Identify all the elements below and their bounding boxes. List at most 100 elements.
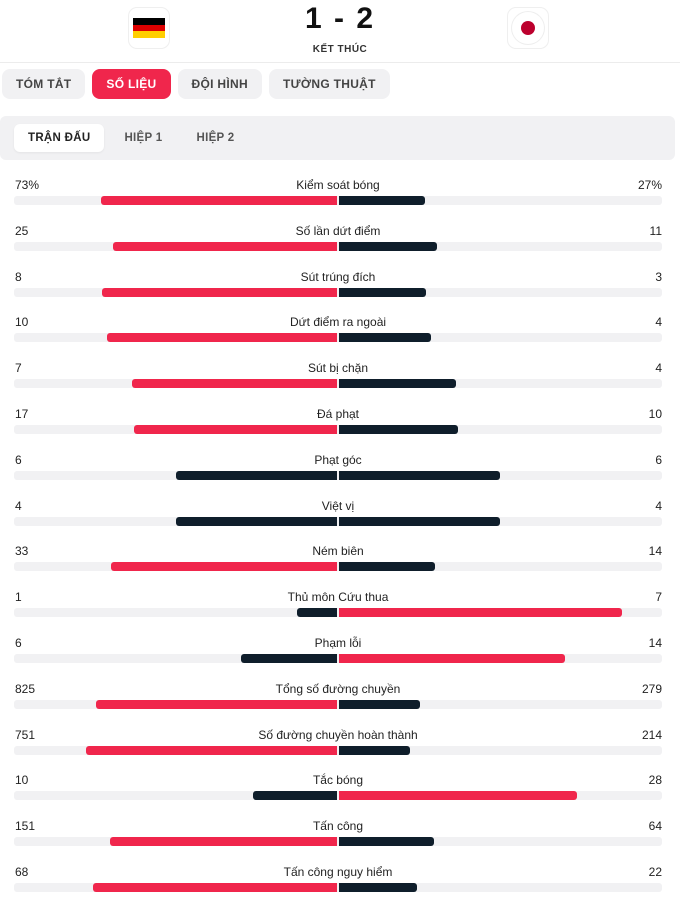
stat-row: 33 Ném biên 14	[0, 538, 680, 584]
stat-bar-away	[339, 653, 565, 663]
stat-bar-away	[339, 333, 431, 343]
stat-row: 7 Sút bị chặn 4	[0, 355, 680, 401]
japan-flag-icon	[512, 12, 544, 44]
stat-away-value: 4	[655, 498, 662, 513]
stat-bar-away	[339, 608, 622, 618]
stat-away-value: 10	[648, 406, 662, 421]
stat-bar-home	[102, 287, 337, 297]
stat-bar-away	[339, 379, 456, 389]
stat-label: Sút bị chặn	[307, 361, 369, 376]
stat-bar-home	[113, 241, 337, 251]
stat-bar-away	[339, 699, 420, 709]
stat-home-value: 4	[15, 498, 22, 513]
stat-home-value: 73%	[15, 178, 40, 192]
stat-row: 68 Tấn công nguy hiểm 22	[0, 859, 680, 905]
stat-label: Đá phạt	[316, 406, 360, 421]
stat-away-value: 3	[655, 269, 662, 284]
germany-flag-icon	[133, 18, 165, 39]
stat-home-value: 17	[15, 406, 29, 421]
stat-label: Việt vị	[321, 498, 355, 513]
home-team-flag[interactable]	[129, 8, 169, 48]
stat-bar-away	[339, 882, 417, 892]
stat-bar-away	[339, 516, 500, 526]
stat-bar-track	[14, 653, 662, 663]
stat-home-value: 751	[15, 727, 36, 742]
stat-bar-away	[339, 196, 425, 205]
stat-label: Số lần dứt điểm	[295, 223, 381, 238]
stat-row: 6 Phạt góc 6	[0, 447, 680, 493]
stat-bar-away	[339, 837, 434, 847]
stat-away-value: 14	[648, 635, 662, 650]
stat-label: Phạm lỗi	[314, 635, 362, 650]
tab-lineups[interactable]: ĐỘI HÌNH	[177, 69, 262, 99]
subtab-first-half[interactable]: HIỆP 1	[124, 132, 163, 144]
stat-bar-away	[339, 287, 426, 297]
stat-away-value: 27%	[637, 178, 662, 192]
stat-home-value: 10	[15, 773, 29, 788]
stat-bar-home	[101, 196, 337, 205]
stat-home-value: 6	[15, 452, 22, 467]
stat-label: Thủ môn Cứu thua	[287, 590, 389, 605]
stat-home-value: 8	[15, 269, 22, 284]
stat-label: Dứt điểm ra ngoài	[289, 315, 387, 330]
match-header: 1 - 2 KẾT THÚC	[0, 0, 680, 63]
stat-label: Kiểm soát bóng	[296, 178, 380, 192]
stat-bar-track	[14, 379, 662, 389]
stat-bar-track	[14, 699, 662, 709]
stat-bar-home	[176, 516, 337, 526]
main-tabs: TÓM TẮT SỐ LIỆU ĐỘI HÌNH TƯỜNG THUẬT	[2, 69, 397, 99]
stat-row: 825 Tổng số đường chuyền 279	[0, 676, 680, 722]
stat-bar-track	[14, 424, 662, 434]
stat-bar-away	[339, 424, 458, 434]
stat-bar-away	[339, 791, 577, 801]
stat-bar-away	[339, 470, 500, 480]
stat-row: 10 Tắc bóng 28	[0, 767, 680, 813]
stat-away-value: 22	[648, 864, 662, 879]
tab-stats[interactable]: SỐ LIỆU	[92, 69, 171, 99]
stat-bar-track	[14, 196, 662, 205]
stat-bar-track	[14, 287, 662, 297]
stat-row: 8 Sút trúng đích 3	[0, 264, 680, 310]
tab-summary[interactable]: TÓM TẮT	[2, 69, 86, 99]
stat-home-value: 151	[15, 819, 36, 834]
stat-home-value: 33	[15, 544, 29, 559]
stat-row: 751 Số đường chuyền hoàn thành 214	[0, 722, 680, 768]
stat-bar-home	[297, 608, 337, 618]
tab-commentary[interactable]: TƯỜNG THUẬT	[268, 69, 390, 99]
stat-away-value: 28	[648, 773, 662, 788]
stat-bar-home	[93, 882, 337, 892]
stat-label: Tấn công nguy hiểm	[283, 864, 393, 879]
stats-list: 73% Kiểm soát bóng 27% 25 Số lần dứt điểm 11 8…	[0, 172, 680, 905]
stat-row: 4 Việt vị 4	[0, 493, 680, 539]
stat-bar-track	[14, 470, 662, 480]
stat-home-value: 25	[15, 223, 29, 238]
period-filter-bar: TRẬN ĐẤU HIỆP 1 HIỆP 2	[0, 116, 675, 160]
stat-label: Số đường chuyền hoàn thành	[258, 727, 418, 742]
stat-bar-track	[14, 608, 662, 618]
stat-bar-track	[14, 837, 662, 847]
stat-bar-away	[339, 241, 437, 251]
subtab-full-match[interactable]: TRẬN ĐẤU	[14, 124, 105, 152]
stat-row: 6 Phạm lỗi 14	[0, 630, 680, 676]
stat-away-value: 6	[655, 452, 662, 467]
stat-row: 10 Dứt điểm ra ngoài 4	[0, 309, 680, 355]
stat-home-value: 6	[15, 635, 22, 650]
stat-away-value: 279	[641, 681, 662, 696]
stat-bar-home	[107, 333, 337, 343]
stat-home-value: 68	[15, 864, 29, 879]
stat-row: 1 Thủ môn Cứu thua 7	[0, 584, 680, 630]
subtab-second-half[interactable]: HIỆP 2	[196, 132, 235, 144]
stat-bar-home	[134, 424, 337, 434]
stat-bar-track	[14, 745, 662, 755]
stat-bar-home	[253, 791, 337, 801]
stat-bar-away	[339, 562, 435, 572]
stat-label: Tấn công	[312, 819, 364, 834]
match-score: 1 - 2	[304, 2, 376, 35]
stat-bar-home	[86, 745, 337, 755]
stat-label: Ném biên	[312, 544, 364, 559]
stat-home-value: 7	[15, 361, 22, 376]
stat-bar-track	[14, 882, 662, 892]
away-team-flag[interactable]	[508, 8, 548, 48]
stat-row: 151 Tấn công 64	[0, 813, 680, 859]
stat-away-value: 4	[655, 361, 662, 376]
